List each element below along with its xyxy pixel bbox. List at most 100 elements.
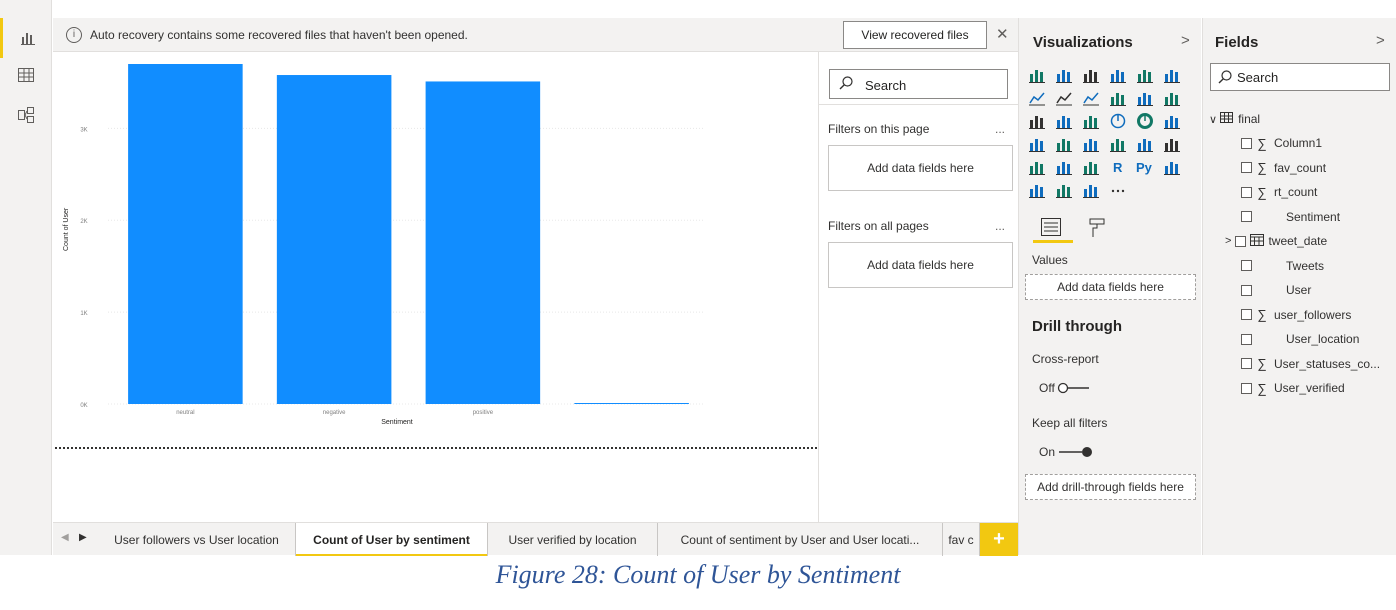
ribbon-visual-icon[interactable]	[1163, 89, 1181, 107]
field-label: User	[1286, 283, 1312, 297]
fields-well-tab[interactable]	[1041, 218, 1061, 241]
chevron-down-icon[interactable]: ∨	[1209, 113, 1218, 126]
chart-bar[interactable]	[128, 64, 243, 404]
field-checkbox[interactable]	[1235, 235, 1247, 247]
scatter-visual-icon[interactable]	[1082, 112, 1100, 130]
report-canvas[interactable]: 0K 1K 2K 3K neutral negative positive Sentiment…	[53, 52, 817, 522]
data-view-icon[interactable]	[0, 55, 52, 95]
r-visual-visual-icon[interactable]: R	[1109, 158, 1127, 176]
more-options-icon[interactable]: ...	[995, 219, 1006, 233]
qa-visual-icon[interactable]	[1055, 181, 1073, 199]
page-tab[interactable]: Count of sentiment by User and User loca…	[658, 523, 943, 556]
field-checkbox[interactable]	[1241, 333, 1252, 345]
view-recovered-files-button[interactable]: View recovered files	[843, 21, 987, 49]
multi-row-card-visual-icon[interactable]	[1136, 135, 1154, 153]
more-visual-icon[interactable]	[1109, 181, 1127, 199]
field-item[interactable]: ∑ User_statuses_co...	[1241, 353, 1380, 375]
field-checkbox[interactable]	[1241, 162, 1252, 173]
page-tab[interactable]: User verified by location	[488, 523, 658, 556]
treemap-visual-icon[interactable]	[1163, 112, 1181, 130]
page-tab[interactable]: User followers vs User location	[98, 523, 296, 556]
info-icon: i	[66, 27, 82, 43]
clustered-column-visual-icon[interactable]	[1109, 66, 1127, 84]
clustered-bar-visual-icon[interactable]	[1082, 66, 1100, 84]
chevron-right-icon[interactable]: >	[1225, 235, 1232, 247]
area-visual-icon[interactable]	[1055, 89, 1073, 107]
key-influencers-visual-icon[interactable]	[1163, 158, 1181, 176]
active-tab-indicator	[1033, 240, 1073, 243]
add-page-button[interactable]: +	[980, 523, 1018, 556]
field-label: Sentiment	[1286, 209, 1341, 224]
chart-bar[interactable]	[276, 75, 392, 404]
slicer-visual-icon[interactable]	[1028, 158, 1046, 176]
chevron-right-icon[interactable]: >	[1181, 32, 1190, 49]
fields-title: Fields	[1215, 34, 1259, 51]
donut-visual-icon[interactable]	[1136, 112, 1154, 130]
field-checkbox[interactable]	[1241, 358, 1252, 369]
field-item[interactable]: ∑ Column1	[1241, 132, 1322, 154]
field-checkbox[interactable]	[1241, 186, 1252, 198]
kpi-visual-icon[interactable]	[1163, 135, 1181, 153]
bar-chart[interactable]: 0K 1K 2K 3K neutral negative positive Sentiment…	[53, 52, 817, 447]
stacked-bar-visual-icon[interactable]	[1028, 66, 1046, 84]
visualizations-title: Visualizations	[1033, 34, 1133, 51]
filters-pane: Search Filters on this page ... Add data…	[818, 52, 1019, 522]
python-visual-visual-icon[interactable]: Py	[1136, 158, 1154, 176]
pie-visual-icon[interactable]	[1109, 112, 1127, 130]
table-final[interactable]: ∨ final	[1209, 108, 1260, 130]
field-item[interactable]: User_location	[1241, 328, 1359, 350]
field-item[interactable]: ∑ rt_count	[1241, 181, 1317, 203]
page-filter-drop-zone[interactable]: Add data fields here	[828, 145, 1013, 191]
chevron-right-icon[interactable]: >	[1376, 32, 1385, 49]
field-checkbox[interactable]	[1241, 137, 1252, 149]
field-item[interactable]: Sentiment	[1241, 206, 1340, 228]
field-item[interactable]: ∑ user_followers	[1241, 304, 1351, 326]
map-visual-icon[interactable]	[1028, 135, 1046, 153]
100-bar-visual-icon[interactable]	[1136, 66, 1154, 84]
field-item[interactable]: Tweets	[1241, 255, 1324, 277]
smart-narrative-visual-icon[interactable]	[1082, 181, 1100, 199]
values-drop-zone[interactable]: Add data fields here	[1025, 274, 1196, 300]
chart-bar[interactable]	[574, 403, 689, 404]
funnel-visual-icon[interactable]	[1055, 112, 1073, 130]
more-options-icon[interactable]: ...	[995, 122, 1006, 136]
field-item[interactable]: User	[1241, 279, 1311, 301]
line-clustered-visual-icon[interactable]	[1136, 89, 1154, 107]
all-pages-filter-drop-zone[interactable]: Add data fields here	[828, 242, 1013, 288]
close-icon[interactable]: ✕	[996, 26, 1009, 43]
100-column-visual-icon[interactable]	[1163, 66, 1181, 84]
filled-map-visual-icon[interactable]	[1055, 135, 1073, 153]
line-visual-icon[interactable]	[1028, 89, 1046, 107]
fields-search-input[interactable]: Search	[1210, 63, 1390, 91]
matrix-visual-icon[interactable]	[1082, 158, 1100, 176]
field-item[interactable]: ∑ fav_count	[1241, 157, 1326, 179]
page-tab[interactable]: fav c	[943, 523, 980, 556]
cross-report-toggle[interactable]	[1057, 381, 1093, 394]
field-checkbox[interactable]	[1241, 211, 1252, 222]
drill-through-drop-zone[interactable]: Add drill-through fields here	[1025, 474, 1196, 500]
model-view-icon[interactable]	[0, 95, 52, 135]
scroll-right-icon[interactable]: ▶	[79, 532, 87, 543]
card-visual-icon[interactable]	[1109, 135, 1127, 153]
field-checkbox[interactable]	[1241, 309, 1252, 320]
line-column-visual-icon[interactable]	[1109, 89, 1127, 107]
field-checkbox[interactable]	[1241, 382, 1252, 394]
field-checkbox[interactable]	[1241, 284, 1252, 296]
waterfall-visual-icon[interactable]	[1028, 112, 1046, 130]
field-item[interactable]: ∑ User_verified	[1241, 377, 1345, 399]
table-visual-icon[interactable]	[1055, 158, 1073, 176]
scroll-left-icon[interactable]: ◀	[61, 532, 69, 543]
gauge-visual-icon[interactable]	[1082, 135, 1100, 153]
fields-pane: Fields > Search ∨ final ∑ Column1 ∑ fav_cou…	[1202, 18, 1396, 555]
report-view-icon[interactable]	[0, 18, 52, 58]
field-item[interactable]: > tweet_date	[1225, 230, 1327, 252]
field-checkbox[interactable]	[1241, 260, 1252, 271]
stacked-area-visual-icon[interactable]	[1082, 89, 1100, 107]
page-tab[interactable]: Count of User by sentiment	[296, 523, 488, 556]
stacked-column-visual-icon[interactable]	[1055, 66, 1073, 84]
keep-all-filters-toggle[interactable]	[1057, 445, 1093, 457]
filters-search-input[interactable]: Search	[829, 69, 1008, 99]
chart-bar[interactable]	[425, 81, 541, 404]
decomposition-tree-visual-icon[interactable]	[1028, 181, 1046, 199]
format-paint-roller-icon[interactable]	[1089, 218, 1105, 243]
